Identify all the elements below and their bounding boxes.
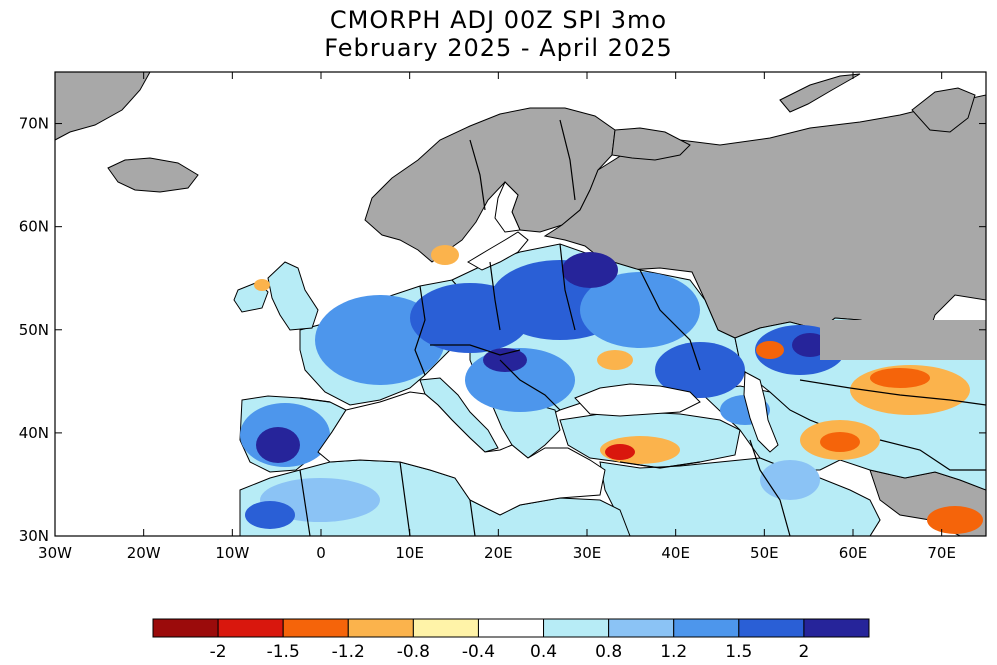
border-poland-ukraine: [559, 243, 576, 331]
colorbar-swatch: [803, 618, 870, 638]
mediterranean-sea: [317, 391, 606, 516]
wet-algeria: [245, 501, 295, 529]
colorbar-swatch: [543, 618, 610, 638]
x-tick-label: 30E: [573, 544, 602, 562]
seas: [317, 181, 779, 516]
dry-kazakh-west: [756, 341, 784, 359]
iceland-landmass: [107, 157, 199, 193]
y-tick-label: 40N: [19, 424, 49, 442]
x-tick-label: 10W: [215, 544, 249, 562]
x-tick-label: 20W: [127, 544, 161, 562]
y-tick-label: 50N: [19, 321, 49, 339]
country-borders: [299, 119, 986, 536]
colorbar-swatch: [152, 618, 219, 638]
dry-sweden: [431, 245, 459, 265]
colorbar-label: 2: [798, 642, 809, 662]
x-tick-label: 70E: [927, 544, 956, 562]
border-iran-iraq: [749, 439, 791, 536]
colorbar-swatch: [738, 618, 805, 638]
colorbar-label: -0.4: [462, 642, 495, 662]
black-sea: [574, 383, 701, 417]
gulf-of-bothnia: [494, 181, 521, 233]
colorbar-label: 0.4: [530, 642, 557, 662]
map-plot-area: [55, 72, 986, 536]
no-data-land: [55, 72, 986, 536]
y-tick-label: 30N: [19, 527, 49, 545]
border-turkey-syria: [619, 461, 701, 469]
caspian-sea: [743, 371, 779, 453]
yamal-landmass: [911, 87, 976, 133]
wet-kazakh-core: [792, 333, 828, 357]
colorbar-label: -0.8: [397, 642, 430, 662]
colorbar-swatch: [673, 618, 740, 638]
colorbar-swatch: [282, 618, 349, 638]
kola-landmass: [611, 127, 691, 161]
x-tick-label: 60E: [839, 544, 868, 562]
border-germany-poland: [489, 261, 501, 331]
x-tick-label: 20E: [484, 544, 513, 562]
wet-hungary-core: [483, 348, 527, 372]
colorbar-label: 1.2: [660, 642, 687, 662]
dry-ireland: [254, 279, 270, 291]
wet-belarus-core: [562, 252, 618, 288]
border-balkans: [499, 359, 561, 411]
map-subtitle: February 2025 - April 2025: [324, 34, 673, 62]
central-asia-data-edge: [820, 320, 986, 360]
colorbar-swatch: [608, 618, 675, 638]
colorbar-swatch: [217, 618, 284, 638]
baltic-sea: [467, 231, 529, 271]
dry-central-asia-core: [870, 368, 930, 388]
colorbar-swatch: [347, 618, 414, 638]
x-axis: 30W 20W 10W 0 10E 20E 30E 40E 50E 60E 70E: [38, 72, 956, 562]
colorbar-label: -1.2: [332, 642, 365, 662]
dry-anomalies: [254, 245, 983, 534]
map-frame: [54, 71, 987, 537]
y-tick-label: 70N: [19, 115, 49, 133]
dry-black-sea-coast: [597, 350, 633, 370]
dry-turkey-core: [605, 444, 635, 460]
colorbar-label: 0.8: [595, 642, 622, 662]
dry-iran-core: [820, 432, 860, 452]
border-kazakh-south: [799, 379, 986, 406]
x-tick-label: 30W: [38, 544, 72, 562]
wet-ukraine: [580, 272, 700, 348]
border-scandinavia: [469, 119, 576, 211]
border-afghanistan: [879, 439, 986, 471]
x-tick-label: 10E: [395, 544, 424, 562]
colorbar-swatch: [477, 618, 545, 638]
border-north-africa: [299, 461, 476, 536]
border-france-germany: [414, 285, 426, 376]
x-tick-label: 0: [316, 544, 326, 562]
colorbar-label: -1.5: [267, 642, 300, 662]
y-axis: 30N 40N 50N 60N 70N: [19, 115, 986, 545]
colorbar-label: -2: [210, 642, 227, 662]
border-france-spain: [299, 397, 331, 403]
wet-iran: [760, 460, 820, 500]
colorbar-swatch: [412, 618, 479, 638]
dry-afghanistan: [927, 506, 983, 534]
colorbar-label: 1.5: [725, 642, 752, 662]
border-austria: [430, 344, 521, 356]
wet-anomalies: [240, 252, 845, 529]
wet-iberia-core: [256, 427, 300, 463]
y-tick-label: 60N: [19, 218, 49, 236]
border-ukraine-russia: [639, 269, 701, 371]
novaya-zemlya-landmass: [779, 73, 861, 113]
great-britain-landmass: [267, 261, 319, 331]
colorbar: -2 -1.5 -1.2 -0.8 -0.4 0.4 0.8 1.2 1.5 2: [152, 618, 870, 662]
x-tick-label: 50E: [750, 544, 779, 562]
x-tick-label: 40E: [661, 544, 690, 562]
greenland-landmass: [55, 72, 151, 141]
map-title: CMORPH ADJ 00Z SPI 3mo: [329, 6, 668, 34]
